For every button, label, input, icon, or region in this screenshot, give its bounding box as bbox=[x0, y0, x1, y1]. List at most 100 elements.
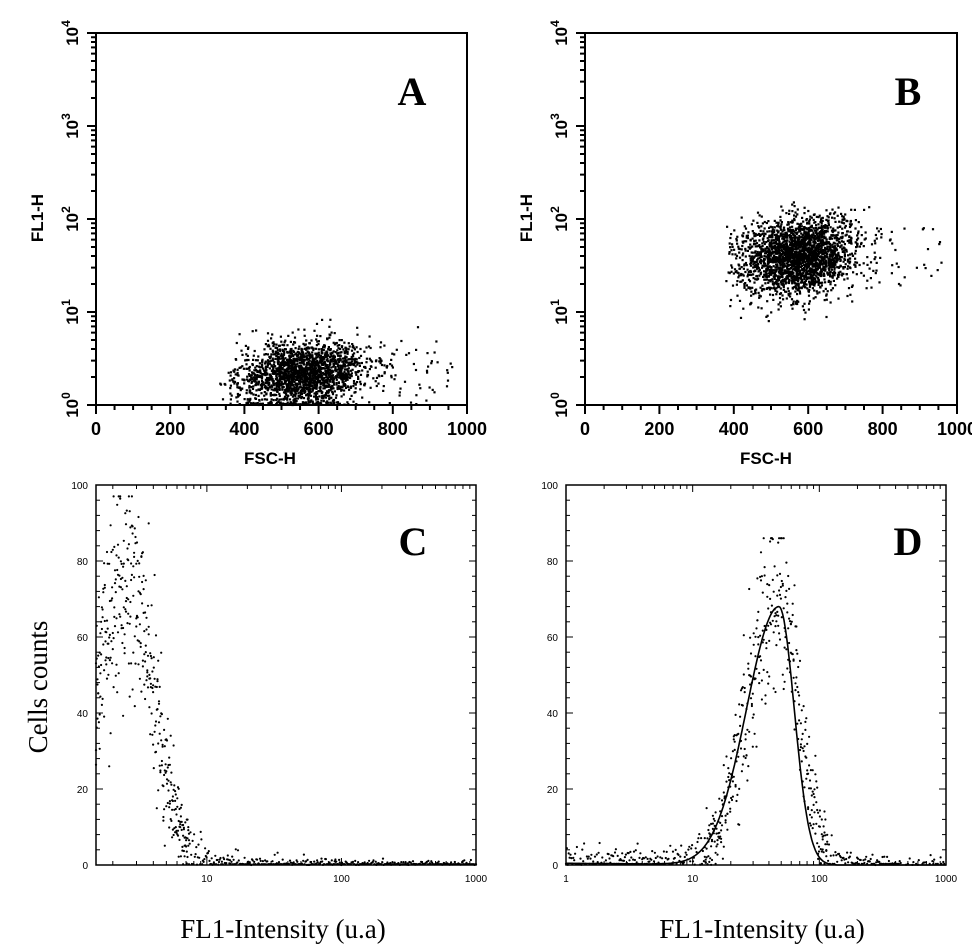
scatter-point bbox=[821, 219, 824, 222]
scatter-point bbox=[357, 375, 360, 378]
scatter-point bbox=[817, 252, 821, 255]
scatter-point bbox=[753, 264, 756, 267]
scatter-point bbox=[309, 385, 312, 388]
scatter-point bbox=[860, 271, 863, 275]
histogram-point bbox=[123, 652, 126, 655]
scatter-point bbox=[873, 258, 876, 261]
histogram-point bbox=[110, 599, 113, 602]
scatter-point bbox=[283, 395, 287, 398]
scatter-point bbox=[268, 367, 271, 370]
scatter-point bbox=[731, 243, 734, 246]
scatter-point bbox=[791, 259, 794, 262]
scatter-point bbox=[274, 389, 277, 392]
scatter-point bbox=[748, 286, 751, 289]
scatter-point bbox=[255, 365, 258, 368]
scatter-point bbox=[742, 267, 745, 270]
scatter-point bbox=[281, 386, 284, 389]
scatter-point bbox=[295, 385, 299, 388]
scatter-point bbox=[818, 266, 822, 269]
scatter-point bbox=[762, 248, 765, 251]
scatter-point bbox=[293, 369, 296, 372]
scatter-point bbox=[275, 354, 278, 358]
scatter-point bbox=[355, 358, 358, 361]
scatter-point bbox=[803, 266, 806, 270]
scatter-point bbox=[356, 381, 359, 384]
scatter-point bbox=[832, 241, 835, 244]
scatter-point bbox=[845, 250, 848, 253]
scatter-point bbox=[346, 376, 349, 379]
scatter-point bbox=[236, 386, 239, 389]
scatter-point bbox=[830, 254, 833, 257]
scatter-point bbox=[808, 227, 811, 230]
scatter-point bbox=[767, 272, 770, 275]
scatter-point bbox=[284, 381, 287, 384]
scatter-point bbox=[257, 382, 260, 385]
scatter-point bbox=[814, 296, 817, 299]
scatter-point bbox=[824, 236, 827, 239]
scatter-point bbox=[796, 208, 799, 211]
scatter-point bbox=[337, 371, 341, 374]
scatter-point bbox=[320, 352, 323, 355]
scatter-point bbox=[321, 356, 324, 359]
scatter-point bbox=[837, 254, 840, 257]
scatter-point bbox=[289, 403, 292, 406]
scatter-point bbox=[772, 261, 775, 264]
scatter-point bbox=[435, 340, 438, 343]
scatter-point bbox=[765, 241, 768, 244]
scatter-point bbox=[327, 346, 330, 349]
histogram-point bbox=[124, 579, 127, 583]
scatter-point bbox=[875, 261, 878, 264]
scatter-point bbox=[743, 286, 746, 289]
scatter-point bbox=[788, 267, 791, 270]
scatter-point bbox=[857, 230, 860, 233]
scatter-point bbox=[254, 397, 257, 400]
scatter-point bbox=[333, 355, 336, 358]
scatter-point bbox=[805, 259, 808, 262]
scatter-point bbox=[341, 386, 344, 389]
scatter-point bbox=[314, 363, 317, 367]
histogram-point bbox=[121, 576, 124, 579]
scatter-point bbox=[816, 265, 819, 268]
histogram-point bbox=[117, 556, 120, 559]
scatter-point bbox=[337, 381, 340, 384]
scatter-point bbox=[375, 384, 378, 388]
scatter-point bbox=[775, 287, 778, 290]
histogram-point bbox=[102, 643, 105, 646]
scatter-point bbox=[782, 282, 785, 285]
histogram-point bbox=[97, 654, 100, 657]
scatter-point bbox=[762, 260, 765, 264]
scatter-point bbox=[797, 289, 800, 292]
scatter-point bbox=[750, 290, 753, 293]
scatter-point bbox=[758, 274, 761, 277]
scatter-point bbox=[793, 235, 796, 238]
x-tick-label: 400 bbox=[719, 419, 749, 439]
scatter-point bbox=[346, 401, 349, 404]
scatter-point bbox=[833, 268, 836, 271]
scatter-point bbox=[276, 373, 280, 376]
scatter-point bbox=[823, 274, 826, 277]
scatter-point bbox=[276, 376, 279, 379]
scatter-point bbox=[824, 231, 827, 234]
scatter-point bbox=[361, 369, 364, 372]
scatter-point bbox=[774, 270, 777, 273]
histogram-point bbox=[116, 691, 119, 694]
scatter-point bbox=[854, 227, 857, 230]
scatter-point bbox=[769, 293, 772, 296]
scatter-point bbox=[801, 216, 804, 219]
scatter-point bbox=[828, 260, 831, 263]
scatter-point bbox=[817, 216, 820, 219]
scatter-point bbox=[808, 241, 811, 244]
scatter-point bbox=[797, 273, 800, 276]
scatter-point bbox=[315, 338, 318, 341]
scatter-point bbox=[259, 370, 262, 373]
scatter-point bbox=[793, 230, 796, 233]
scatter-point bbox=[335, 378, 338, 381]
scatter-point bbox=[314, 360, 317, 363]
scatter-point bbox=[777, 303, 780, 306]
scatter-point bbox=[256, 383, 260, 386]
scatter-point bbox=[327, 389, 330, 392]
scatter-point bbox=[810, 280, 813, 283]
scatter-point bbox=[791, 282, 794, 285]
scatter-point bbox=[380, 359, 383, 362]
scatter-point bbox=[287, 372, 290, 375]
